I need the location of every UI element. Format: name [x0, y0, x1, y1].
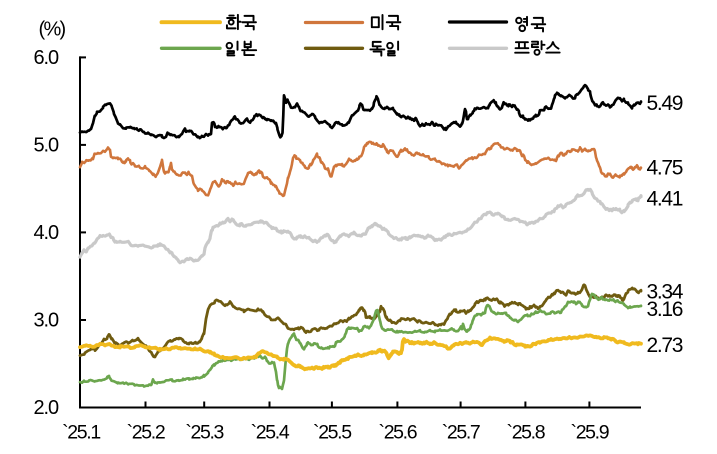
- svg-text:3.0: 3.0: [33, 310, 58, 332]
- svg-text:(%): (%): [38, 18, 65, 40]
- svg-text:4.41: 4.41: [647, 188, 683, 211]
- svg-text:4.75: 4.75: [647, 157, 683, 180]
- svg-text:`25.2: `25.2: [127, 422, 165, 444]
- svg-text:4.0: 4.0: [33, 222, 58, 244]
- svg-text:5.49: 5.49: [647, 92, 683, 115]
- svg-text:`25.1: `25.1: [62, 422, 100, 444]
- svg-text:6.0: 6.0: [33, 47, 58, 69]
- svg-text:3.16: 3.16: [647, 298, 683, 321]
- svg-text:`25.5: `25.5: [313, 422, 352, 444]
- svg-text:`25.3: `25.3: [185, 422, 223, 444]
- svg-text:`25.4: `25.4: [251, 422, 290, 444]
- svg-text:2.0: 2.0: [33, 397, 58, 419]
- svg-text:`25.7: `25.7: [442, 422, 480, 444]
- svg-text:3.34: 3.34: [647, 281, 684, 304]
- svg-text:`25.9: `25.9: [571, 422, 609, 444]
- svg-text:2.73: 2.73: [647, 334, 683, 357]
- svg-text:`25.6: `25.6: [379, 422, 417, 444]
- svg-text:5.0: 5.0: [33, 135, 58, 157]
- svg-text:`25.8: `25.8: [507, 422, 545, 444]
